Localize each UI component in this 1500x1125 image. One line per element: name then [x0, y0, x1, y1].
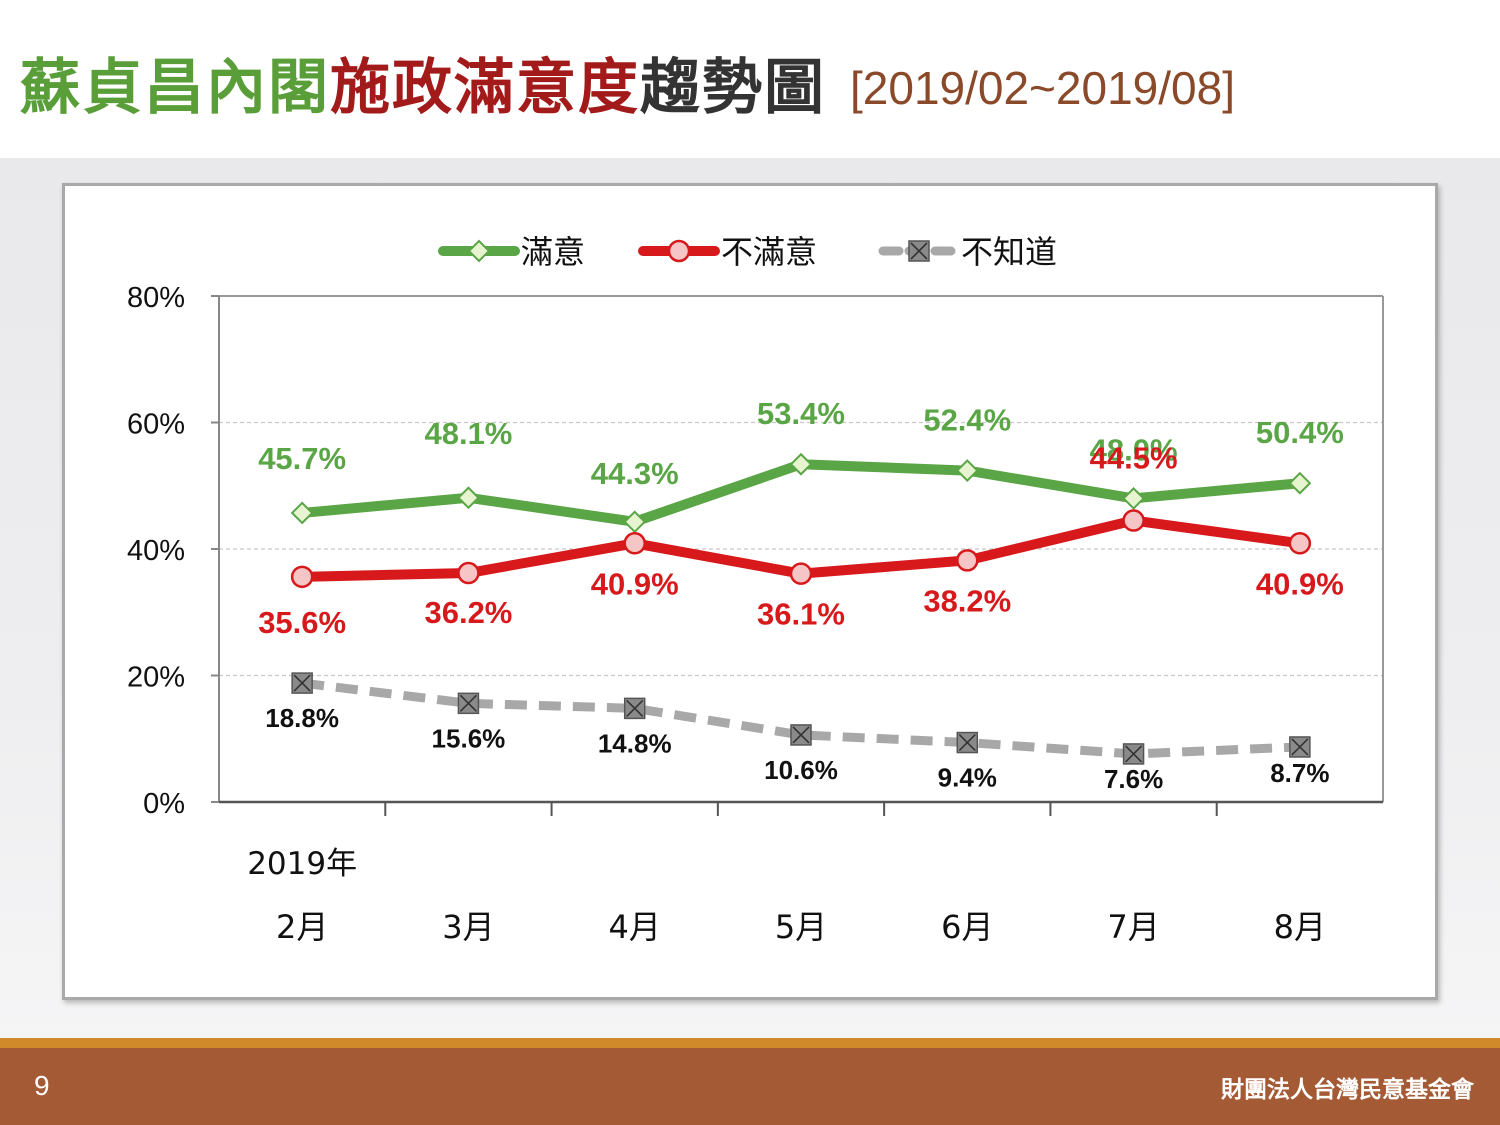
- diamond-marker: [955, 459, 979, 482]
- data-label: 35.6%: [258, 605, 346, 640]
- data-label: 40.9%: [591, 566, 679, 601]
- boxed-x-cross: [459, 694, 477, 712]
- legend-label: 滿意: [521, 233, 585, 271]
- diamond-marker: [290, 501, 314, 525]
- data-label: 52.4%: [923, 403, 1011, 438]
- axes: 0% 20% 40% 60% 80% 2019年 2月 3月 4月 5月 6月 7月 8月: [127, 282, 1384, 946]
- legend-diamond-marker: [467, 239, 491, 263]
- x-category-label: 5月: [775, 908, 827, 946]
- legend: 滿意 不滿意 不知道: [438, 233, 1057, 271]
- data-label: 7.6%: [1104, 764, 1163, 794]
- legend-label: 不滿意: [721, 233, 817, 271]
- data-label: 36.1%: [757, 597, 845, 632]
- data-label: 45.7%: [258, 441, 346, 476]
- y-tick-label: 40%: [127, 535, 185, 567]
- x-category-label: 3月: [442, 908, 494, 946]
- data-label: 36.2%: [424, 595, 512, 630]
- data-label: 53.4%: [757, 396, 845, 431]
- boxed-x-cross: [958, 733, 976, 752]
- circle-marker: [1122, 509, 1145, 532]
- data-label: 18.8%: [265, 703, 339, 733]
- legend-label: 不知道: [961, 233, 1057, 271]
- title-cabinet: 蘇貞昌內閣: [20, 53, 330, 123]
- circle-marker: [789, 562, 813, 585]
- boxed-x-cross: [792, 726, 810, 744]
- data-label: 10.6%: [764, 755, 838, 785]
- chart-frame: 0% 20% 40% 60% 80% 2019年 2月 3月 4月 5月 6月 7月 8月 45.7% 4…: [62, 183, 1438, 1000]
- diamond-marker: [1122, 486, 1145, 510]
- circle-marker: [956, 549, 979, 572]
- y-tick-label: 80%: [127, 282, 185, 314]
- boxed-x-cross: [1291, 738, 1309, 756]
- circle-marker: [457, 561, 480, 585]
- legend-boxed-x-cross: [910, 242, 928, 260]
- x-category-label: 6月: [941, 908, 993, 946]
- y-tick-label: 0%: [143, 788, 185, 820]
- data-label: 44.5%: [1090, 441, 1178, 476]
- circle-marker: [623, 532, 646, 555]
- data-label: 9.4%: [938, 763, 997, 793]
- gridlines: [219, 421, 1383, 677]
- legend-circle-marker: [667, 239, 691, 263]
- boxed-x-cross: [1125, 745, 1143, 763]
- diamond-marker: [623, 510, 647, 534]
- data-label: 14.8%: [598, 728, 672, 758]
- page-number: 9: [34, 1070, 50, 1101]
- slide-title: 蘇貞昌內閣施政滿意度趨勢圖 [2019/02~2019/08]: [20, 44, 1235, 132]
- series-markers: [290, 452, 1312, 765]
- title-trend: 趨勢圖: [640, 53, 826, 123]
- circle-marker: [290, 565, 314, 589]
- title-date-range: [2019/02~2019/08]: [850, 62, 1235, 114]
- boxed-x-cross: [293, 674, 311, 692]
- x-category-label: 7月: [1107, 908, 1159, 946]
- diamond-marker: [457, 486, 480, 510]
- data-label: 44.3%: [591, 456, 679, 491]
- organization-name: 財團法人台灣民意基金會: [1221, 1077, 1474, 1103]
- data-labels: 45.7% 48.1% 44.3% 53.4% 52.4% 48.0% 50.4% 35.6%…: [258, 396, 1344, 794]
- diamond-marker: [1288, 471, 1312, 495]
- x-category-label: 4月: [609, 908, 661, 946]
- data-label: 38.2%: [923, 583, 1011, 618]
- x-year-label: 2019年: [247, 846, 357, 882]
- footer-accent-strip: [0, 1038, 1500, 1048]
- data-label: 8.7%: [1270, 758, 1329, 788]
- circle-marker: [1288, 532, 1312, 555]
- title-satisfaction: 施政滿意度: [330, 53, 640, 123]
- data-label: 48.1%: [424, 416, 512, 451]
- y-tick-label: 20%: [127, 662, 185, 694]
- x-category-label: 2月: [276, 908, 328, 946]
- diamond-marker: [789, 452, 813, 476]
- data-label: 40.9%: [1256, 566, 1344, 601]
- x-category-label: 8月: [1274, 908, 1326, 946]
- boxed-x-cross: [626, 699, 644, 717]
- data-label: 48.0%: [1090, 432, 1178, 467]
- footer-bar: [0, 1048, 1500, 1125]
- data-label: 50.4%: [1256, 415, 1344, 450]
- y-tick-label: 60%: [127, 409, 185, 441]
- data-label: 15.6%: [432, 723, 506, 753]
- title-bar: 蘇貞昌內閣施政滿意度趨勢圖 [2019/02~2019/08]: [0, 0, 1500, 158]
